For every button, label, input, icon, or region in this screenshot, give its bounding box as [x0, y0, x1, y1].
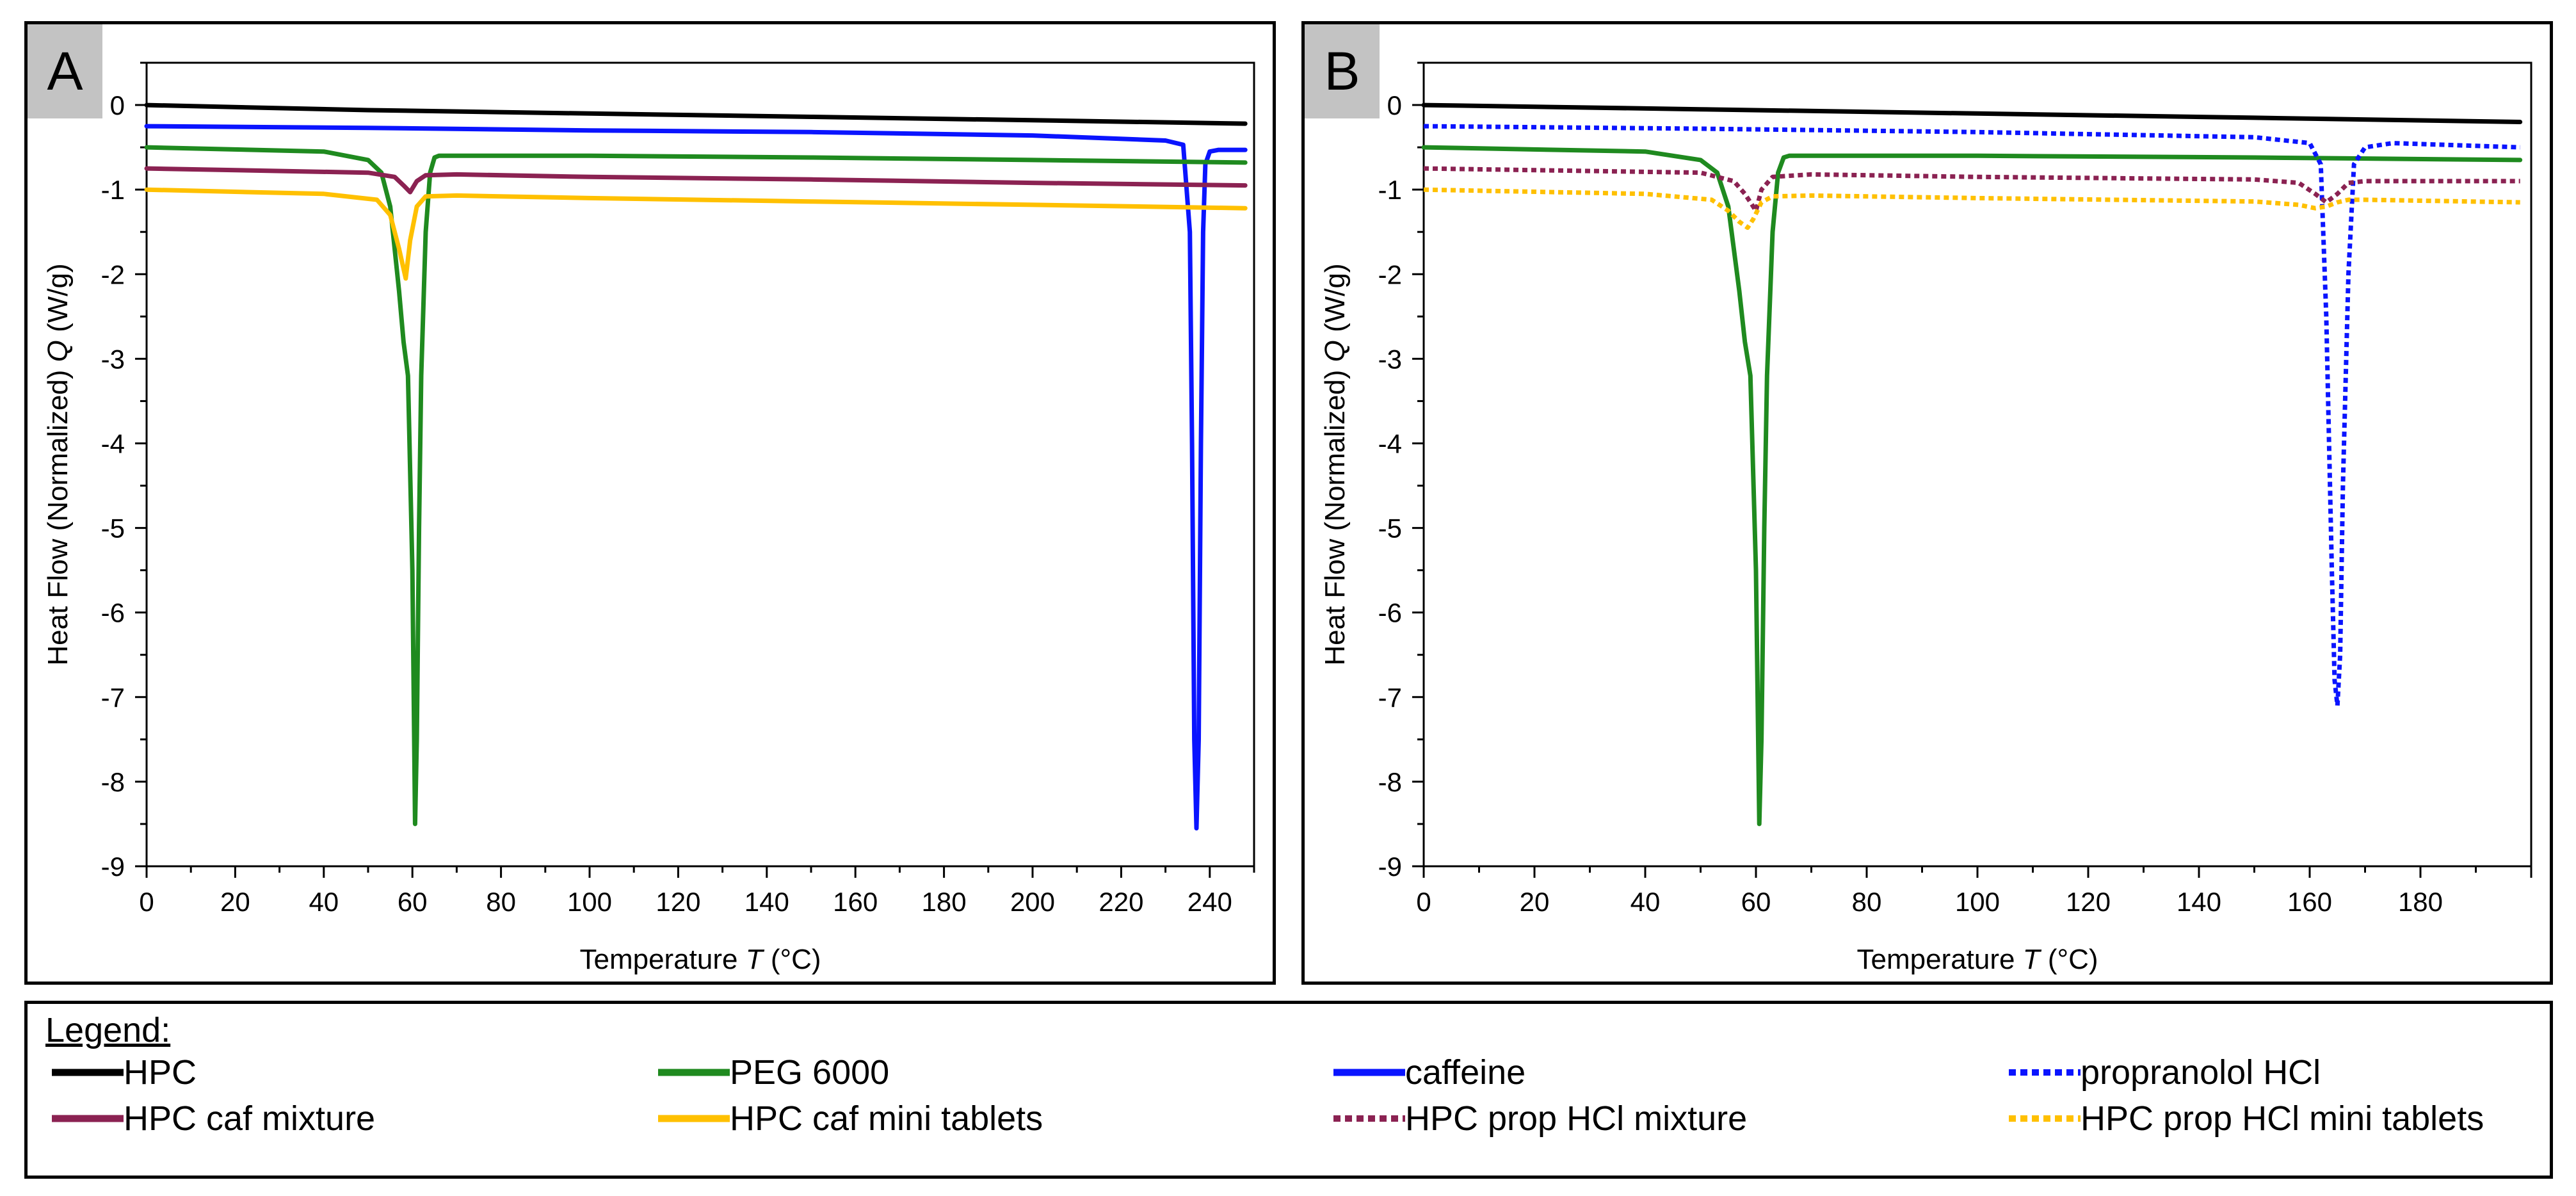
series-hpc: [144, 102, 1248, 126]
plot-frame: [145, 61, 1255, 868]
legend-swatch: [2009, 1069, 2081, 1076]
y-tick-label: -1: [1378, 175, 1402, 205]
x-tick-label: 120: [2066, 887, 2111, 917]
x-tick-label: 140: [745, 887, 789, 917]
legend-item-caffeine: caffeine: [1333, 1050, 1525, 1095]
x-tick-label: 160: [833, 887, 878, 917]
series-hpc-prop-hcl-mixture: [1423, 166, 2520, 213]
legend-title: Legend:: [45, 1011, 171, 1049]
x-tick-label: 160: [2287, 887, 2332, 917]
y-tick-label: -1: [101, 175, 125, 205]
y-tick-label: -8: [101, 767, 125, 797]
x-tick-label: 200: [1010, 887, 1055, 917]
series-peg-6000: [144, 145, 1248, 827]
legend-swatch: [52, 1115, 124, 1122]
series-hpc-caf-mixture: [144, 166, 1248, 195]
legend-label: HPC prop HCl mini tablets: [2081, 1099, 2484, 1138]
panel-b: 0 20 40 60 80 100 120 140 160 180 0 -1 -2 -3 -4 -5 -6 -7 -…: [1301, 21, 2553, 985]
x-tick-label: 0: [139, 887, 154, 917]
y-tick-label: -8: [1378, 767, 1402, 797]
legend-item-peg6000: PEG 6000: [658, 1050, 889, 1095]
y-tick-label: -6: [101, 598, 125, 628]
x-tick-label: 0: [1416, 887, 1431, 917]
x-tick-label: 20: [220, 887, 250, 917]
y-tick-label: -9: [101, 852, 125, 882]
x-tick-label: 140: [2177, 887, 2221, 917]
y-tick-label: 0: [1387, 90, 1402, 120]
y-tick-label: -2: [101, 259, 125, 289]
x-axis-title: Temperature T (°C): [579, 944, 821, 975]
plot-frame: [1422, 61, 2532, 868]
x-tick-label: 60: [398, 887, 428, 917]
panel-label-a: A: [28, 24, 102, 118]
panel-label-b: B: [1305, 24, 1380, 118]
chart-b: 0 20 40 60 80 100 120 140 160 180 0 -1 -2 -3 -4 -5 -6 -7 -…: [1319, 61, 2532, 975]
legend: Legend: HPC PEG 6000 caffeine propranolo…: [24, 1001, 2553, 1179]
x-tick-label: 120: [656, 887, 700, 917]
legend-item-propranolol: propranolol HCl: [2009, 1050, 2321, 1095]
legend-item-hpc-caf-mixture: HPC caf mixture: [52, 1096, 375, 1141]
series-hpc-prop-hcl-mini-tablets: [1423, 187, 2520, 230]
series-peg-6000: [1421, 145, 2523, 827]
x-axis-title: Temperature T (°C): [1856, 944, 2098, 975]
legend-label: HPC caf mixture: [124, 1099, 376, 1138]
series-propranolol-hcl: [1423, 124, 2520, 708]
x-tick-label: 180: [922, 887, 967, 917]
legend-swatch: [1333, 1069, 1405, 1076]
y-tick-label: -3: [101, 344, 125, 374]
x-tick-label: 20: [1520, 887, 1550, 917]
x-tick-label: 80: [486, 887, 516, 917]
legend-swatch: [2009, 1115, 2081, 1122]
legend-label: HPC: [124, 1053, 197, 1092]
x-tick-label: 40: [309, 887, 339, 917]
x-tick-label: 240: [1187, 887, 1232, 917]
x-tick-label: 180: [2398, 887, 2443, 917]
legend-swatch: [1333, 1115, 1405, 1122]
legend-swatch: [658, 1115, 730, 1122]
y-tick-label: -3: [1378, 344, 1402, 374]
series-hpc: [1421, 102, 2523, 124]
x-tick-label: 100: [1955, 887, 2000, 917]
legend-item-hpc: HPC: [52, 1050, 197, 1095]
y-tick-label: 0: [110, 90, 125, 120]
legend-label: HPC caf mini tablets: [730, 1099, 1043, 1138]
chart-a: 0 20 40 60 80 100 120 140 160 180 200 220 240 0 -1 -2 -3…: [42, 61, 1255, 975]
y-tick-label: -6: [1378, 598, 1402, 628]
y-tick-label: -7: [1378, 683, 1402, 713]
legend-label: caffeine: [1405, 1053, 1526, 1092]
y-axis-title: Heat Flow (Normalized) Q (W/g): [42, 263, 74, 665]
series-caffeine: [144, 124, 1248, 831]
x-tick-label: 60: [1741, 887, 1771, 917]
y-tick-label: -2: [1378, 259, 1402, 289]
legend-item-hpc-prop-mixture: HPC prop HCl mixture: [1333, 1096, 1747, 1141]
y-tick-label: -9: [1378, 852, 1402, 882]
legend-swatch: [52, 1069, 124, 1076]
legend-label: HPC prop HCl mixture: [1405, 1099, 1748, 1138]
y-axis-title: Heat Flow (Normalized) Q (W/g): [1319, 263, 1351, 665]
x-tick-label: 80: [1852, 887, 1882, 917]
legend-item-hpc-caf-mini-tablets: HPC caf mini tablets: [658, 1096, 1043, 1141]
y-tick-label: -7: [101, 683, 125, 713]
legend-item-hpc-prop-mini-tablets: HPC prop HCl mini tablets: [2009, 1096, 2484, 1141]
legend-swatch: [658, 1069, 730, 1076]
y-tick-label: -4: [1378, 428, 1402, 458]
x-tick-label: 220: [1099, 887, 1143, 917]
y-tick-label: -4: [101, 428, 125, 458]
legend-label: PEG 6000: [730, 1053, 890, 1092]
legend-label: propranolol HCl: [2081, 1053, 2321, 1092]
y-tick-label: -5: [1378, 513, 1402, 544]
series-hpc-caf-mini-tablets: [144, 187, 1248, 281]
x-tick-label: 40: [1630, 887, 1661, 917]
x-tick-label: 100: [567, 887, 612, 917]
y-tick-label: -5: [101, 513, 125, 544]
panel-a: 0 20 40 60 80 100 120 140 160 180 200 220 240 0 -1 -2 -3…: [24, 21, 1276, 985]
